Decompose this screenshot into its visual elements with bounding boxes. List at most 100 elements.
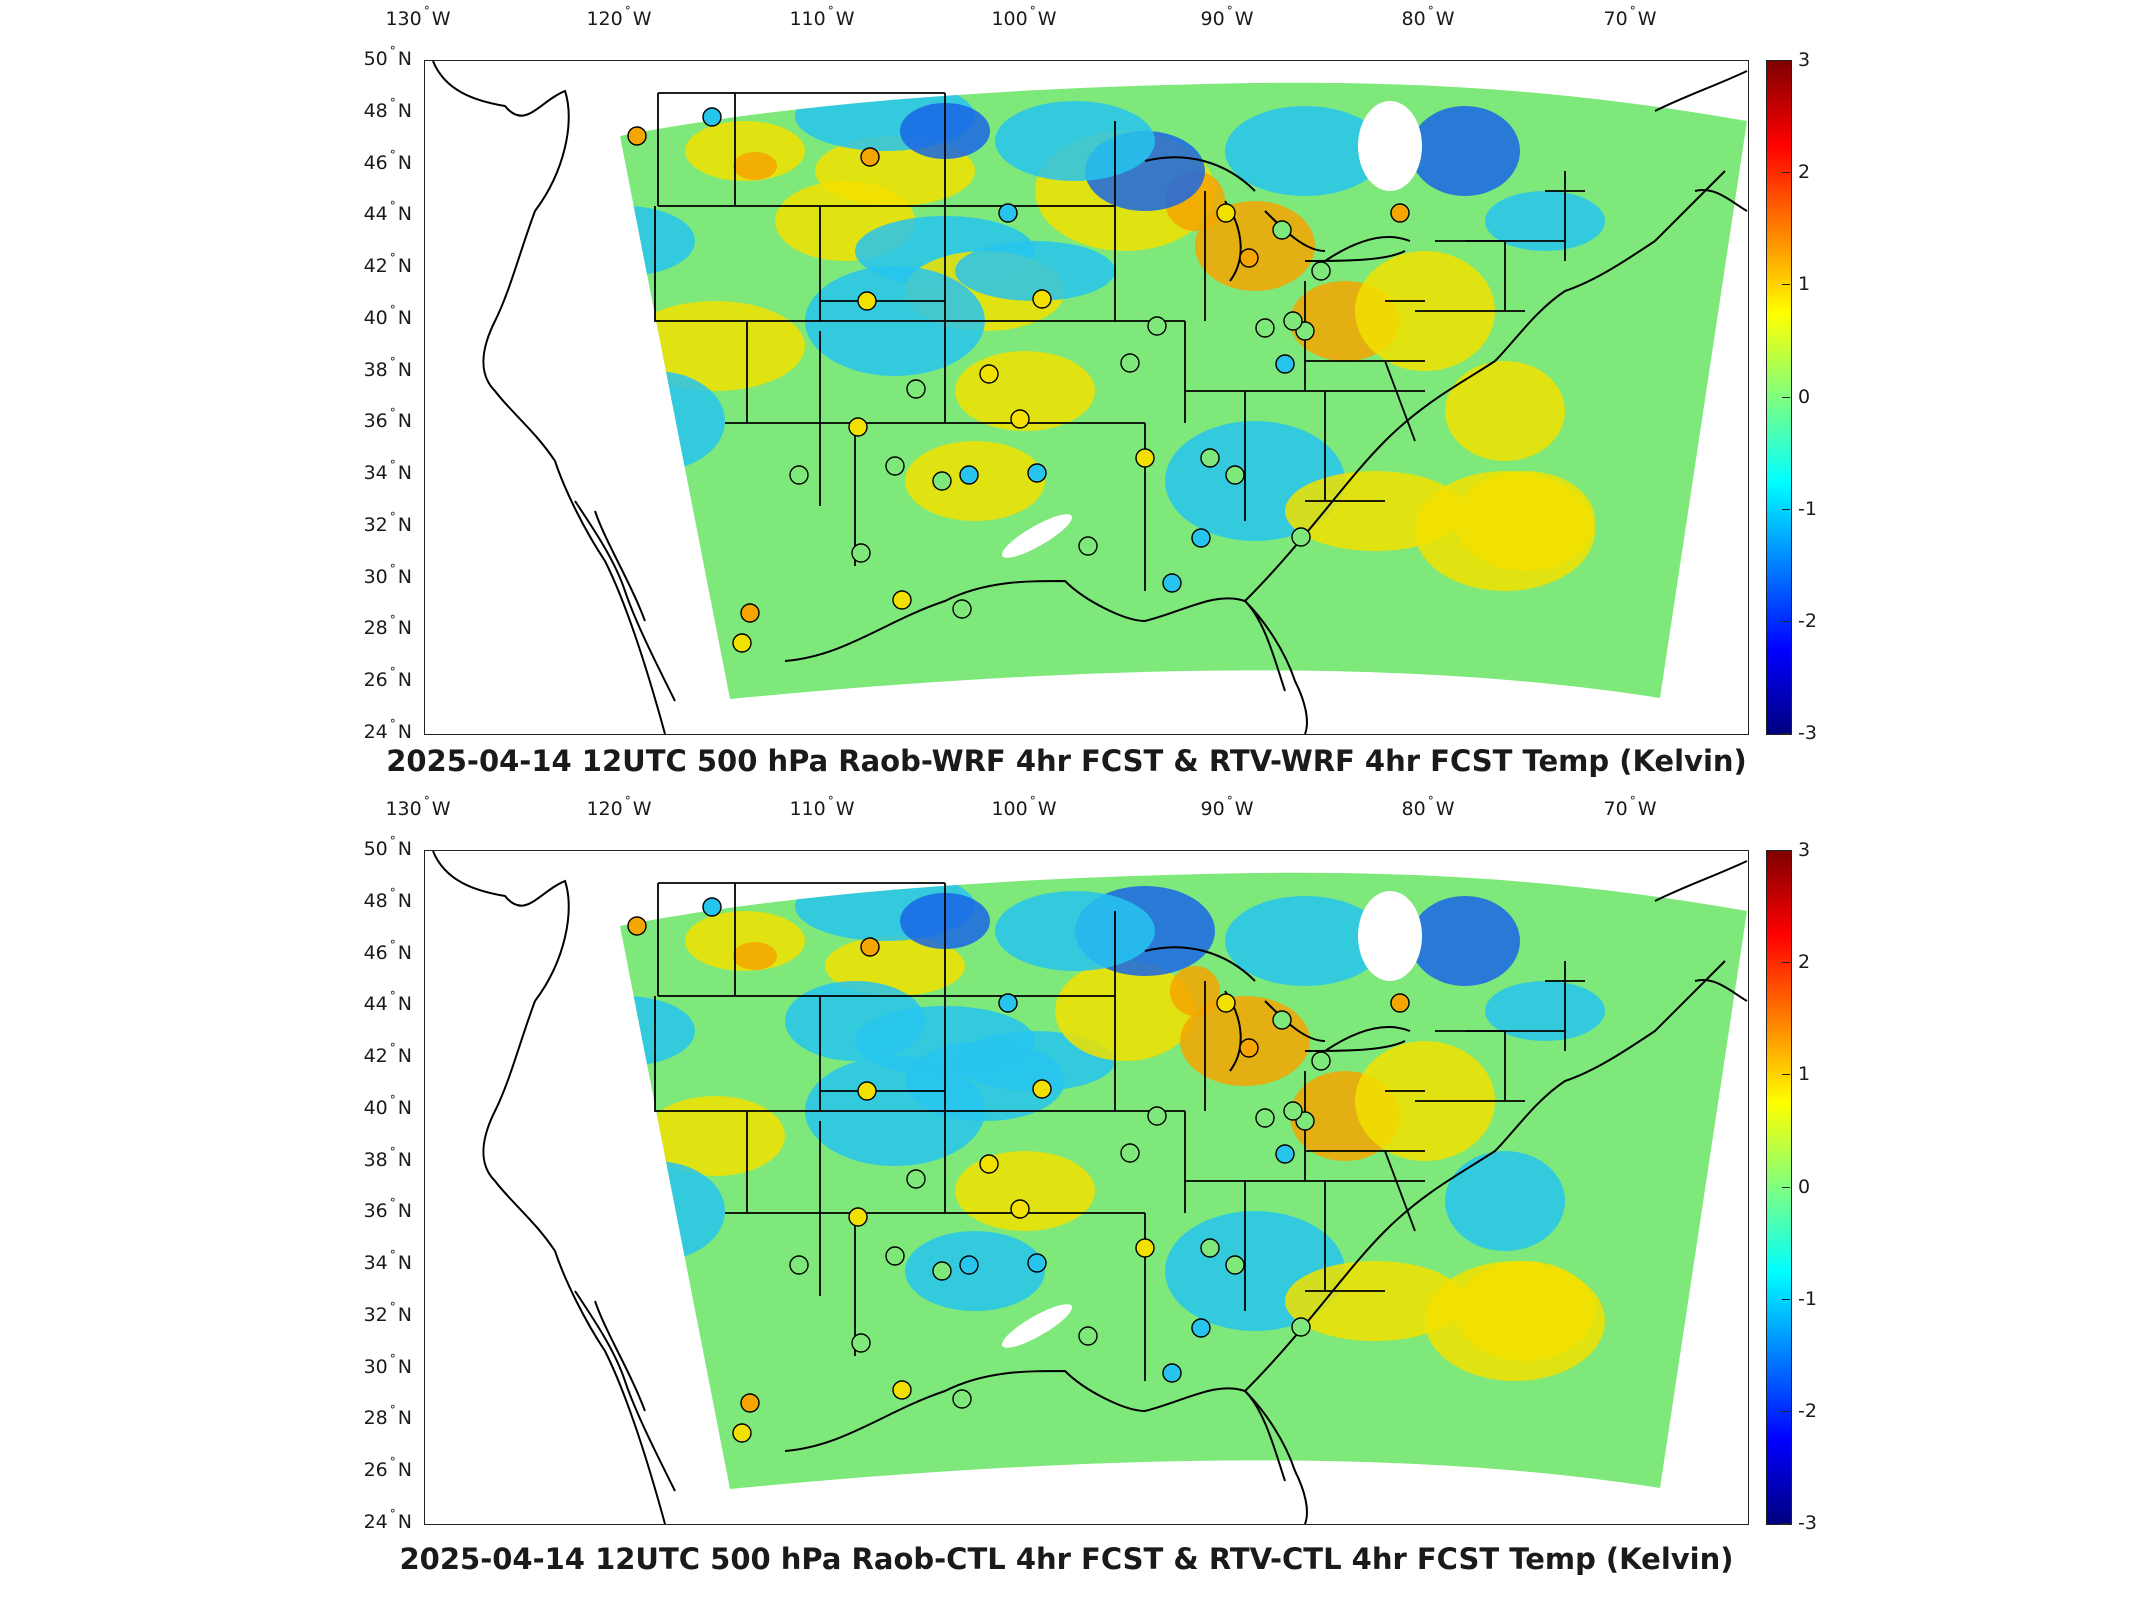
state-border [1305, 1150, 1425, 1292]
field-anomaly [955, 241, 1115, 301]
analysis-field [620, 872, 1747, 1489]
raob-station-marker [732, 1423, 752, 1443]
raob-station-marker [906, 1169, 926, 1189]
raob-station-marker [1390, 993, 1410, 1013]
lat-tick: 50 ° N [363, 44, 412, 70]
coastline [574, 500, 676, 702]
raob-station-marker [1311, 261, 1331, 281]
field-anomaly [1445, 361, 1565, 461]
coastline [432, 61, 666, 734]
raob-station-marker [1200, 1238, 1220, 1258]
field-anomaly [1410, 106, 1520, 196]
lat-tick: 48 ° N [363, 95, 412, 122]
missing-data-region [1358, 101, 1422, 191]
field-anomaly [825, 936, 965, 996]
raob-station-marker [848, 1207, 868, 1227]
lat-tick: 38 ° N [363, 1144, 412, 1171]
lat-tick: 50 ° N [363, 834, 412, 860]
raob-station-marker [1283, 311, 1303, 331]
raob-station-marker [1078, 1326, 1098, 1346]
raob-station-marker [1255, 318, 1275, 338]
raob-station-marker [1135, 448, 1155, 468]
lat-tick: 24 ° N [363, 717, 412, 743]
raob-station-marker [789, 1255, 809, 1275]
colorbar-tick-label: -3 [1798, 722, 1817, 744]
panel-title: 2025-04-14 12UTC 500 hPa Raob-WRF 4hr FC… [386, 744, 1747, 778]
raob-station-marker [1120, 353, 1140, 373]
boundaries [432, 61, 1748, 734]
raob-station-marker [1225, 1255, 1245, 1275]
raob-station-marker [1216, 993, 1236, 1013]
coastline [1244, 960, 1726, 1392]
raob-station-marker [789, 465, 809, 485]
state-border [658, 93, 945, 207]
raob-station-marker [959, 1255, 979, 1275]
map-frame [424, 850, 1749, 1525]
raob-station-marker [1032, 289, 1052, 309]
lat-tick: 40 ° N [363, 1092, 412, 1119]
panel-title: 2025-04-14 12UTC 500 hPa Raob-CTL 4hr FC… [399, 1542, 1734, 1576]
state-border [725, 331, 821, 506]
missing-data-region [1002, 1304, 1072, 1348]
lon-tick: 80 ° W [1401, 794, 1455, 820]
raob-station-marker [860, 147, 880, 167]
analysis-field [620, 82, 1747, 699]
map-canvas [432, 851, 1748, 1524]
lat-tick: 28 ° N [363, 1403, 412, 1430]
raob-station-marker [1272, 1010, 1292, 1030]
field-anomaly [645, 1096, 785, 1176]
field-anomaly [955, 1151, 1095, 1231]
lon-tick: 100 ° W [991, 4, 1057, 30]
raob-station-marker [857, 291, 877, 311]
field-anomaly [955, 1031, 1115, 1091]
panel-bottom: 130 ° W 120 ° W 110 ° W 100 ° W 90 ° W 80 ° W 70 ° W 5… [0, 790, 2133, 1590]
coastline [574, 1290, 676, 1492]
state-border [657, 882, 945, 996]
panel-top: 130 ° W 120 ° W 110 ° W 100 ° W 90 ° W 80 ° W 70 ° W 5… [363, 4, 1817, 778]
raob-station-marker [979, 364, 999, 384]
lat-tick: 42 ° N [363, 251, 412, 278]
colorbar-tick-mark [1782, 962, 1790, 964]
lat-tick: 26 ° N [363, 1455, 412, 1482]
field-anomaly [1410, 896, 1520, 986]
colorbar-tick-label: 1 [1798, 1063, 1811, 1086]
raob-station-marker [1291, 527, 1311, 547]
lon-tick: 130 ° W [385, 794, 451, 820]
lat-tick: 48 ° N [363, 885, 412, 912]
lat-tick: 34 ° N [363, 1248, 412, 1275]
state-border [1435, 961, 1566, 1101]
lat-tick: 34 ° N [363, 458, 412, 485]
coastline [1144, 156, 1411, 282]
state-border [654, 206, 945, 322]
lon-tick: 70 ° W [1603, 4, 1657, 30]
lat-tick: 24 ° N [363, 1507, 412, 1533]
raob-station-marker [932, 1261, 952, 1281]
field-anomaly [733, 942, 777, 970]
coastline [1244, 600, 1308, 734]
raob-station-marker [1275, 354, 1295, 374]
raob-station-marker [732, 633, 752, 653]
colorbar-tick-mark [1782, 1410, 1790, 1412]
raob-station-marker [740, 603, 760, 623]
missing-data-region [1358, 891, 1422, 981]
field-anomaly [1415, 471, 1595, 591]
raob-station-marker [627, 916, 647, 936]
state-border [1305, 360, 1425, 502]
lat-tick: 30 ° N [363, 1351, 412, 1378]
raob-station-marker [1010, 1199, 1030, 1219]
raob-station-marker [702, 897, 722, 917]
colorbar-tick-mark [1782, 60, 1790, 61]
coastline [1654, 860, 1748, 1002]
field-anomaly [620, 1226, 675, 1276]
lon-tick: 70 ° W [1603, 794, 1657, 820]
field-anomaly [1425, 1261, 1605, 1381]
colorbar-tick-mark [1782, 620, 1790, 622]
field-anomaly [1195, 201, 1315, 291]
state-border [1185, 1180, 1425, 1311]
colorbar-tick-label: 2 [1798, 161, 1811, 184]
boundaries [432, 851, 1748, 1524]
lat-tick: 42 ° N [363, 1041, 412, 1068]
raob-station-marker [885, 456, 905, 476]
raob-station-marker [1120, 1143, 1140, 1163]
raob-station-marker [1390, 203, 1410, 223]
